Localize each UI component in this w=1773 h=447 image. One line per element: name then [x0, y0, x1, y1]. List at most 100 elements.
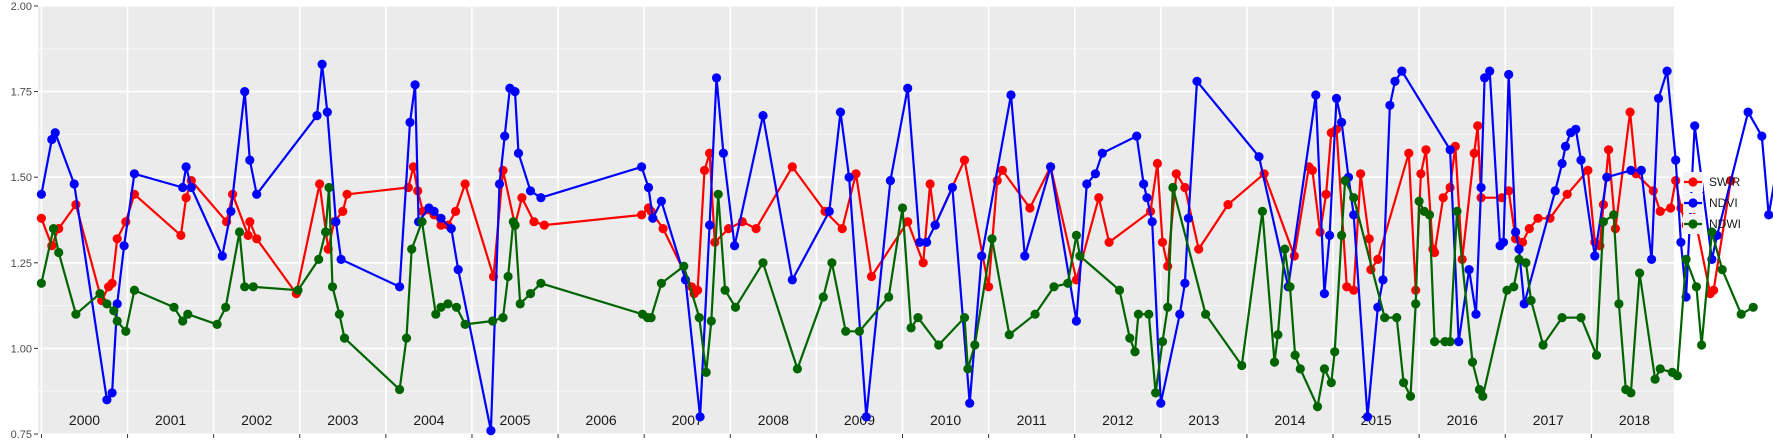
data-point-ndvi: [119, 241, 129, 251]
data-point-ndvi: [181, 162, 191, 172]
data-point-ndvi: [129, 169, 139, 179]
data-point-ndwi: [36, 278, 47, 288]
data-point-swir: [1604, 145, 1614, 155]
data-point-ndvi: [317, 59, 327, 69]
data-point-ndwi: [1691, 282, 1701, 292]
data-point-ndvi: [705, 220, 715, 230]
data-point-ndwi: [395, 384, 405, 395]
data-point-swir: [997, 165, 1008, 175]
data-point-ndvi: [915, 237, 925, 247]
data-point-ndwi: [1514, 254, 1524, 264]
data-point-swir: [1533, 213, 1543, 223]
data-point-ndvi: [1378, 275, 1388, 285]
data-point-ndwi: [1340, 176, 1350, 186]
data-point-swir: [1404, 148, 1414, 158]
data-point-ndwi: [169, 302, 179, 312]
data-point-ndvi: [525, 186, 536, 196]
year-label: 2004: [413, 412, 444, 428]
legend-key-point-ndvi: [1688, 198, 1698, 208]
data-point-ndvi: [178, 182, 188, 193]
data-point-ndvi: [1175, 309, 1185, 319]
data-point-ndwi: [1330, 347, 1340, 357]
data-point-ndwi: [1399, 378, 1409, 388]
data-point-ndvi: [1511, 227, 1521, 237]
data-point-ndvi: [695, 412, 705, 422]
data-point-ndvi: [217, 251, 227, 261]
data-point-ndwi: [1736, 309, 1746, 319]
data-point-swir: [176, 230, 186, 240]
data-point-ndvi: [885, 176, 896, 186]
data-point-ndvi: [1454, 337, 1464, 347]
data-point-ndvi: [1757, 131, 1767, 141]
data-point-ndvi: [1504, 69, 1514, 80]
data-point-ndwi: [1326, 378, 1336, 388]
data-point-swir: [787, 162, 797, 172]
data-point-ndvi: [429, 206, 439, 216]
data-point-ndwi: [1598, 217, 1608, 227]
data-point-swir: [1625, 107, 1635, 117]
data-point-ndvi: [453, 265, 463, 275]
data-point-ndvi: [1636, 165, 1646, 175]
data-point-ndvi: [1662, 66, 1672, 76]
data-point-ndwi: [970, 340, 980, 350]
data-point-ndwi: [1114, 285, 1125, 295]
data-point-ndwi: [1411, 299, 1421, 309]
data-point-ndwi: [1430, 337, 1440, 347]
data-point-ndvi: [1180, 278, 1190, 288]
data-point-ndwi: [102, 299, 112, 309]
data-point-ndwi: [183, 309, 193, 319]
data-point-ndwi: [54, 247, 64, 258]
data-point-ndwi: [1004, 330, 1014, 340]
data-point-ndwi: [515, 299, 525, 309]
data-point-ndwi: [460, 319, 470, 329]
data-point-ndwi: [1672, 371, 1682, 381]
data-point-ndvi: [1097, 148, 1107, 158]
data-point-ndwi: [1075, 251, 1085, 261]
data-point-ndwi: [401, 333, 412, 343]
data-point-swir: [1349, 285, 1359, 295]
data-point-ndwi: [1295, 364, 1305, 374]
y-tick-label: 0.75: [11, 429, 32, 441]
data-point-ndwi: [1538, 340, 1548, 350]
data-point-swir: [1373, 254, 1383, 264]
data-point-ndwi: [1392, 313, 1402, 323]
data-point-ndvi: [1192, 76, 1202, 86]
data-point-ndvi: [1560, 141, 1571, 151]
data-point-swir: [699, 165, 710, 175]
data-point-ndwi: [1285, 282, 1295, 292]
data-point-ndwi: [1502, 285, 1512, 295]
data-point-swir: [245, 217, 255, 227]
data-point-ndvi: [1362, 412, 1373, 422]
data-point-ndvi: [1337, 117, 1347, 127]
data-point-swir: [1104, 237, 1114, 247]
data-point-ndwi: [443, 299, 453, 309]
data-point-ndwi: [71, 309, 81, 319]
data-point-swir: [1469, 148, 1479, 158]
data-point-ndwi: [314, 254, 324, 264]
data-point-ndvi: [1142, 193, 1152, 203]
data-point-ndvi: [1676, 237, 1686, 247]
data-point-ndwi: [436, 302, 446, 312]
data-point-ndvi: [1550, 186, 1560, 196]
data-point-ndvi: [1647, 254, 1657, 264]
year-label: 2013: [1188, 412, 1219, 428]
data-point-ndwi: [1445, 337, 1455, 347]
data-point-ndvi: [240, 87, 250, 97]
data-point-ndvi: [1254, 152, 1264, 162]
data-point-swir: [252, 234, 262, 244]
data-point-ndwi: [646, 313, 656, 323]
data-point-ndvi: [1311, 90, 1321, 100]
data-point-ndwi: [121, 326, 131, 336]
data-point-ndvi: [186, 182, 196, 193]
data-point-ndwi: [906, 323, 916, 333]
data-point-ndvi: [312, 111, 322, 121]
data-point-ndwi: [451, 302, 462, 312]
data-point-ndvi: [1498, 237, 1509, 247]
data-point-ndwi: [1071, 230, 1081, 240]
data-point-ndwi: [1414, 196, 1424, 206]
data-point-ndvi: [1183, 213, 1193, 223]
data-point-swir: [1223, 200, 1233, 210]
data-point-ndvi: [656, 196, 667, 206]
